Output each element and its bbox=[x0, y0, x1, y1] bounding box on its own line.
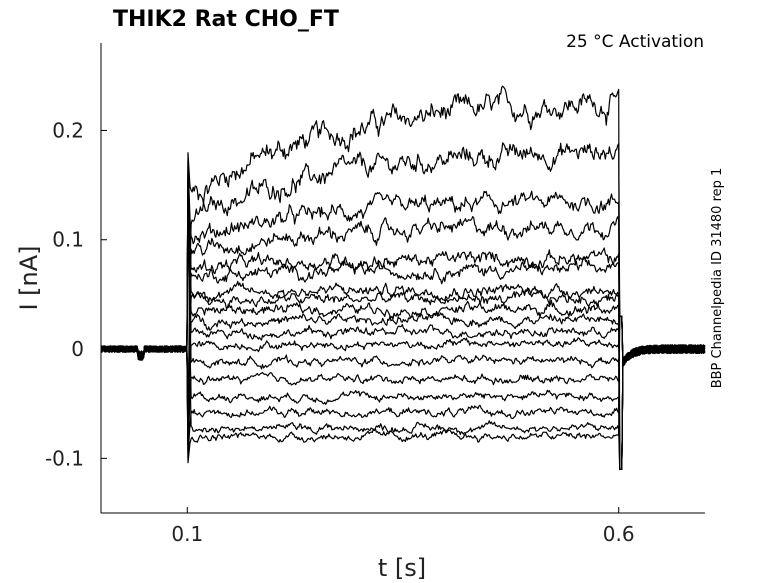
x-ticks: 0.1 0.6 bbox=[171, 507, 635, 546]
current-trace bbox=[100, 315, 706, 464]
current-trace bbox=[100, 198, 706, 470]
chart-annotation: 25 °C Activation bbox=[566, 32, 704, 52]
y-tick-label: 0 bbox=[71, 337, 84, 361]
current-trace bbox=[100, 142, 706, 420]
current-trace bbox=[100, 170, 706, 470]
current-trace bbox=[100, 160, 706, 470]
y-tick-label: 0.1 bbox=[52, 228, 84, 252]
x-tick-label: 0.1 bbox=[171, 522, 203, 546]
traces-group bbox=[100, 85, 706, 470]
current-trace bbox=[100, 256, 706, 432]
current-trace bbox=[101, 165, 706, 470]
current-trace bbox=[100, 315, 706, 452]
y-tick-label: -0.1 bbox=[45, 446, 84, 470]
current-trace bbox=[100, 287, 706, 437]
side-label: BBP Channelpedia ID 31480 rep 1 bbox=[710, 168, 725, 389]
current-trace bbox=[100, 179, 706, 470]
x-axis-label: t [s] bbox=[378, 554, 426, 582]
chart-title: THIK2 Rat CHO_FT bbox=[113, 7, 339, 32]
current-trace bbox=[100, 85, 706, 470]
current-trace bbox=[100, 174, 706, 470]
y-ticks: -0.1 0 0.1 0.2 bbox=[45, 118, 107, 470]
y-tick-label: 0.2 bbox=[52, 118, 84, 142]
current-trace bbox=[100, 310, 706, 441]
current-trace bbox=[100, 216, 706, 427]
current-trace bbox=[100, 315, 706, 446]
y-axis-label: I [nA] bbox=[15, 245, 43, 310]
current-trace bbox=[100, 315, 706, 459]
current-trace bbox=[100, 184, 705, 470]
x-tick-label: 0.6 bbox=[603, 522, 635, 546]
current-trace bbox=[100, 191, 706, 470]
